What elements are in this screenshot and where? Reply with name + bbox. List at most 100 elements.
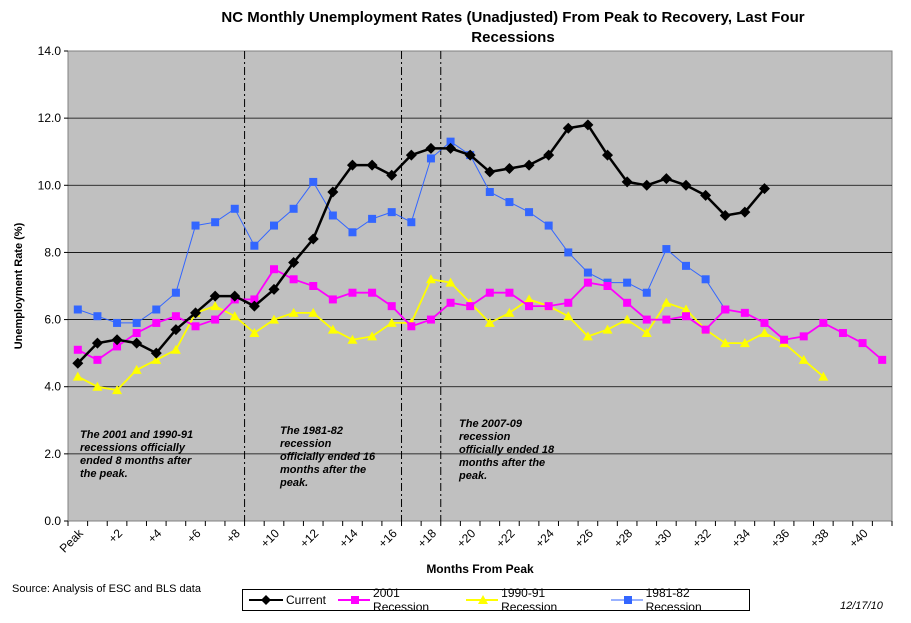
- data-point: [92, 381, 103, 391]
- data-point: [309, 177, 318, 186]
- data-point: [602, 149, 614, 161]
- data-point: [407, 322, 416, 331]
- data-point: [309, 282, 318, 290]
- chart-title-line-1: NC Monthly Unemployment Rates (Unadjuste…: [221, 9, 805, 26]
- data-point: [113, 318, 122, 327]
- data-point: [445, 277, 456, 287]
- data-point: [405, 149, 417, 161]
- x-tick-label: +14: [336, 526, 361, 551]
- y-tick-label: 10.0: [38, 178, 62, 192]
- x-tick-label: +6: [184, 526, 204, 546]
- data-point: [466, 302, 475, 311]
- data-point: [270, 221, 278, 230]
- data-point: [387, 208, 396, 217]
- data-point: [719, 210, 731, 221]
- x-tick-label: +28: [611, 526, 636, 551]
- data-point: [152, 305, 161, 314]
- data-point: [583, 278, 592, 287]
- annotation-1981: The 1981-82 recession officially ended 1…: [280, 425, 376, 489]
- data-point: [603, 282, 612, 290]
- data-point: [288, 307, 299, 317]
- data-point: [426, 315, 435, 324]
- data-point: [484, 166, 496, 178]
- x-tick-label: +4: [145, 526, 165, 546]
- data-point: [681, 304, 691, 314]
- data-point: [211, 218, 220, 227]
- data-point: [73, 345, 82, 354]
- data-point: [250, 241, 259, 250]
- data-point: [564, 248, 573, 257]
- data-point: [858, 339, 867, 348]
- data-point: [739, 338, 750, 348]
- data-point: [170, 324, 182, 336]
- data-point: [152, 318, 161, 327]
- data-point: [739, 206, 751, 218]
- annotation-2007: The 2007-09 recession officially ended 1…: [459, 418, 555, 482]
- data-point: [249, 328, 260, 337]
- x-tick-label: +30: [650, 526, 675, 551]
- data-point: [270, 265, 278, 274]
- data-point: [759, 328, 770, 337]
- x-tick-label: +10: [258, 526, 283, 551]
- data-point: [838, 329, 847, 337]
- x-tick-label: +32: [689, 526, 714, 551]
- x-tick-label: +22: [493, 526, 518, 551]
- plot-area: [67, 50, 893, 522]
- data-point: [113, 342, 122, 351]
- legend-marker-1990: [466, 595, 499, 604]
- data-point: [250, 295, 259, 304]
- x-tick-label: +2: [106, 526, 126, 546]
- data-point: [543, 149, 555, 161]
- data-point: [171, 288, 180, 297]
- data-point: [660, 173, 672, 185]
- source-note: Source: Analysis of ESC and BLS data: [12, 583, 201, 595]
- data-point: [563, 311, 574, 321]
- legend-item-1990: 1990-91 Recession: [466, 586, 598, 614]
- data-point: [131, 364, 142, 374]
- data-point: [191, 221, 200, 230]
- data-point: [582, 119, 594, 131]
- data-point: [641, 328, 652, 337]
- data-point: [132, 318, 141, 327]
- data-point: [721, 305, 730, 314]
- data-point: [425, 274, 436, 284]
- data-point: [368, 288, 377, 297]
- data-point: [289, 204, 298, 213]
- data-point: [700, 189, 712, 201]
- data-point: [818, 371, 829, 381]
- data-point: [170, 344, 181, 354]
- data-point: [269, 314, 279, 324]
- y-tick-label: 0.0: [44, 514, 61, 528]
- data-point: [544, 221, 553, 230]
- data-point: [289, 275, 298, 284]
- legend-label-2001: 2001 Recession: [373, 586, 430, 614]
- legend-item-1981: 1981-82 Recession: [610, 586, 743, 614]
- x-tick-label: +26: [572, 526, 597, 551]
- data-point: [328, 295, 337, 304]
- x-tick-label: +18: [415, 526, 440, 551]
- legend-label-current: Current: [286, 593, 327, 607]
- data-point: [464, 149, 476, 161]
- x-axis-label: Months From Peak: [426, 562, 534, 576]
- data-point: [112, 385, 123, 395]
- legend-marker-2001: [338, 596, 371, 604]
- x-tick-label: +40: [846, 526, 871, 551]
- x-tick-label: +8: [223, 526, 243, 546]
- x-tick-label: Peak: [57, 526, 87, 556]
- data-point: [758, 183, 770, 195]
- x-tick-label: +12: [297, 526, 322, 551]
- data-point: [524, 294, 535, 304]
- data-point: [582, 331, 593, 341]
- data-point: [327, 186, 339, 198]
- data-point: [621, 176, 633, 188]
- data-point: [525, 302, 534, 311]
- legend-label-1990: 1990-91 Recession: [501, 586, 558, 614]
- annotation-2001-1990: The 2001 and 1990-91 recessions official…: [80, 429, 194, 480]
- data-point: [366, 159, 378, 171]
- series-1990-91-recession: [72, 274, 829, 395]
- data-point: [562, 122, 574, 134]
- data-point: [73, 305, 82, 314]
- data-point: [190, 307, 202, 319]
- data-point: [662, 245, 671, 254]
